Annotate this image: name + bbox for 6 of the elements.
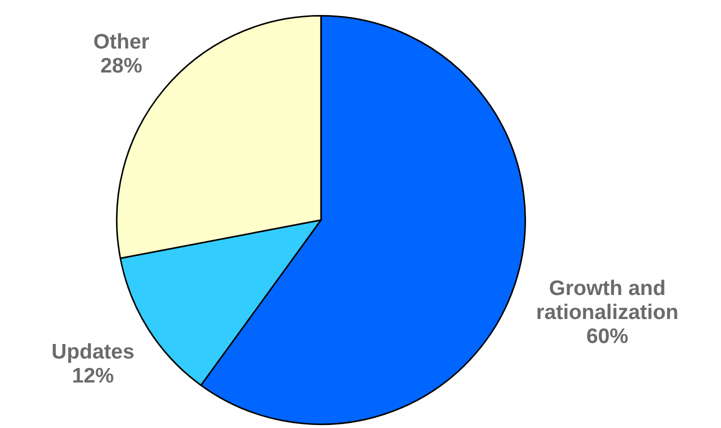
- data-label: 12%: [72, 364, 114, 388]
- slice-label: Growth and rationalization: [536, 276, 679, 324]
- data-label: 60%: [586, 324, 629, 348]
- slice-label: Updates: [52, 340, 134, 364]
- slice-label: Other: [93, 30, 150, 54]
- data-label: 28%: [100, 54, 143, 78]
